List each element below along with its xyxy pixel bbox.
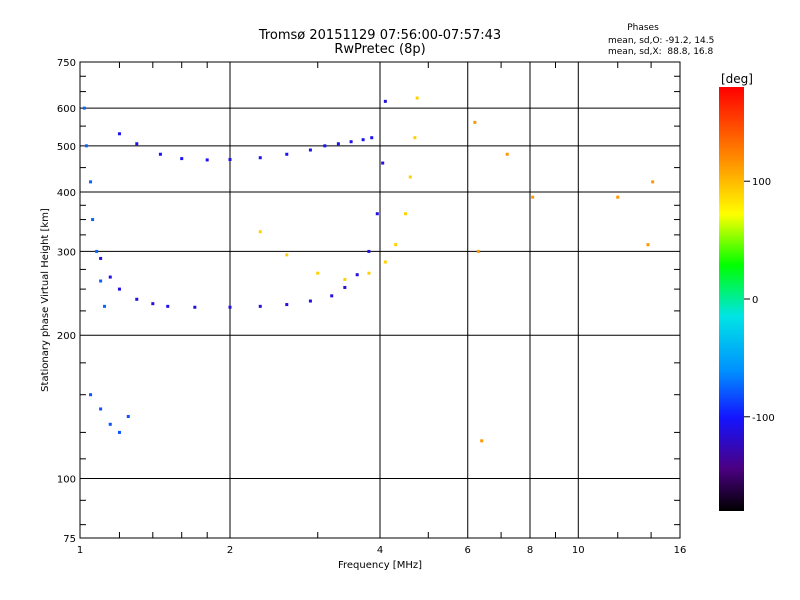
x-tick-label: 6 [465, 545, 471, 556]
data-point [367, 249, 371, 253]
data-point [180, 157, 184, 161]
chart-subtitle: RwPretec (8p) [334, 42, 425, 57]
data-point [82, 106, 86, 110]
data-point [323, 144, 327, 148]
x-tick-label: 2 [227, 545, 233, 556]
data-point [228, 157, 232, 161]
data-point [117, 287, 121, 291]
y-tick-label: 75 [63, 534, 76, 545]
data-point [651, 180, 655, 184]
data-point [84, 144, 88, 148]
x-tick-label: 16 [674, 545, 687, 556]
y-tick-label: 100 [57, 475, 76, 486]
y-tick-label: 600 [57, 104, 76, 115]
phases-stat-x: mean, sd,X: 88.8, 16.8 [608, 47, 714, 57]
data-point [646, 243, 650, 247]
data-point [383, 260, 387, 264]
data-point [336, 142, 340, 146]
data-point [151, 302, 155, 306]
data-point [361, 138, 365, 142]
data-point [99, 256, 103, 260]
y-tick-label: 200 [57, 331, 76, 342]
data-point [415, 96, 419, 100]
data-point [99, 407, 103, 411]
data-point [616, 195, 620, 199]
data-point [95, 249, 99, 253]
data-point [476, 249, 480, 253]
data-point [99, 279, 103, 283]
data-point [117, 132, 121, 136]
x-tick-label: 8 [527, 545, 533, 556]
data-point [473, 120, 477, 124]
data-point [383, 99, 387, 103]
data-points [82, 96, 655, 443]
data-point [158, 152, 162, 156]
data-point [285, 253, 289, 257]
colorbar-tick-label: 0 [752, 295, 758, 306]
y-axis-label: Stationary phase Virtual Height [km] [40, 208, 51, 392]
x-tick-label: 10 [572, 545, 585, 556]
y-tick-label: 300 [57, 247, 76, 258]
data-point [349, 140, 353, 144]
colorbar-label: [deg] [721, 72, 753, 86]
data-point [135, 297, 139, 301]
colorbar [719, 87, 744, 511]
data-point [108, 422, 112, 426]
data-point [343, 285, 347, 289]
data-point [117, 430, 121, 434]
data-point [308, 148, 312, 152]
x-tick-label: 4 [377, 545, 383, 556]
data-point [403, 212, 407, 216]
data-point [505, 152, 509, 156]
data-point [258, 304, 262, 308]
data-point [394, 243, 398, 247]
axis-ticks [80, 62, 680, 538]
data-point [355, 273, 359, 277]
grid-lines [80, 62, 680, 538]
colorbar-tick-label: 100 [752, 177, 771, 188]
y-tick-label: 750 [57, 58, 76, 69]
data-point [408, 175, 412, 179]
data-point [166, 304, 170, 308]
data-point [258, 156, 262, 160]
data-point [343, 277, 347, 281]
colorbar-ticks: 100 0 -100 [744, 177, 775, 424]
data-point [108, 275, 112, 279]
colorbar-tick-label: -100 [752, 413, 775, 424]
data-point [375, 212, 379, 216]
data-point [316, 271, 320, 275]
data-point [258, 230, 262, 234]
data-point [330, 294, 334, 298]
data-point [285, 303, 289, 307]
data-point [367, 271, 371, 275]
data-point [193, 305, 197, 309]
data-point [126, 414, 130, 418]
chart-title: Tromsø 20151129 07:56:00-07:57:43 [258, 28, 501, 43]
data-point [480, 439, 484, 443]
data-point [308, 299, 312, 303]
tick-labels: 1 2 4 6 8 10 16 75 100 200 300 400 500 600 750 [57, 58, 686, 556]
data-point [370, 136, 374, 140]
data-point [89, 393, 93, 397]
x-axis-label: Frequency [MHz] [338, 560, 422, 571]
phases-heading: Phases [627, 23, 659, 33]
data-point [91, 218, 95, 222]
data-point [413, 136, 417, 140]
phases-stat-o: mean, sd,O: -91.2, 14.5 [608, 36, 714, 46]
data-point [135, 142, 139, 146]
y-tick-label: 500 [57, 142, 76, 153]
data-point [103, 304, 107, 308]
data-point [205, 158, 209, 162]
data-point [531, 195, 535, 199]
x-tick-label: 1 [77, 545, 83, 556]
y-tick-label: 400 [57, 188, 76, 199]
data-point [285, 152, 289, 156]
data-point [228, 305, 232, 309]
data-point [89, 180, 93, 184]
data-point [381, 161, 385, 165]
